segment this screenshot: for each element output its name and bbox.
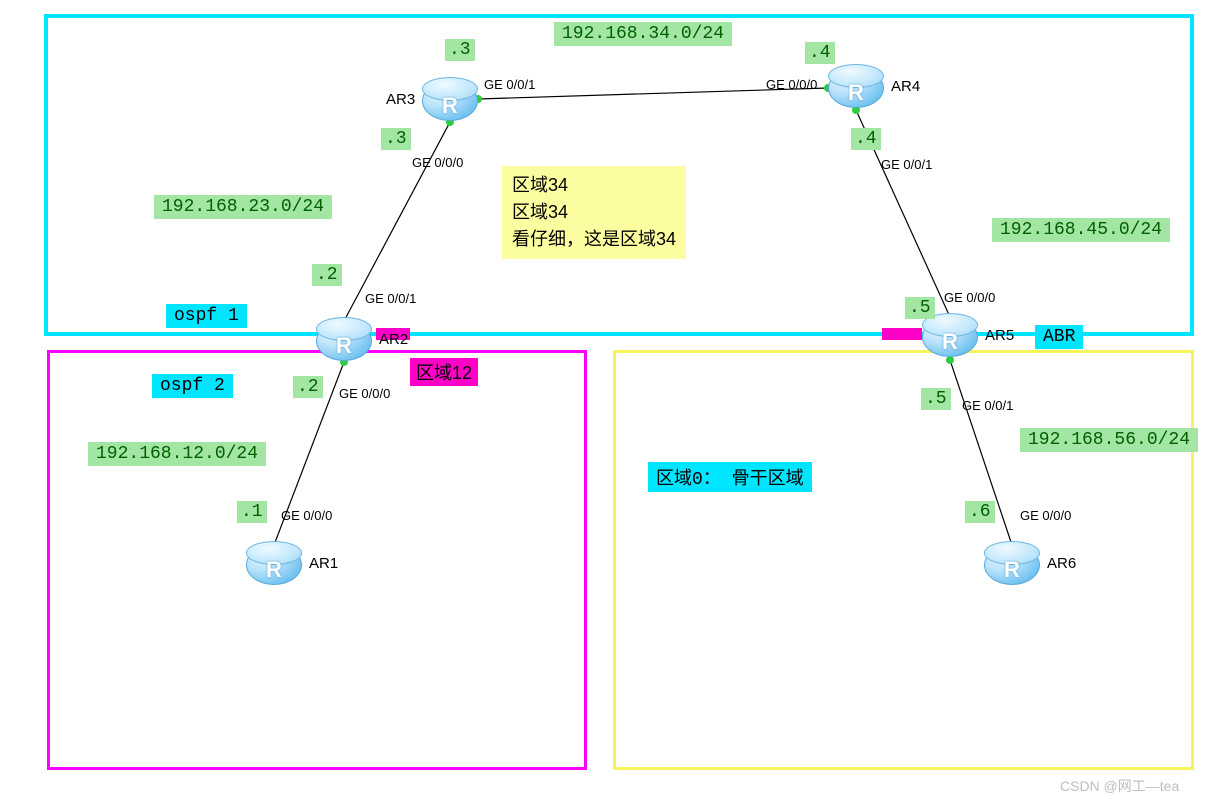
router-ar5[interactable]: R bbox=[922, 313, 978, 361]
abr-marker bbox=[882, 328, 922, 340]
host-octet: .6 bbox=[965, 501, 995, 523]
host-octet: .2 bbox=[293, 376, 323, 398]
interface-label: GE 0/0/0 bbox=[766, 77, 817, 92]
watermark: CSDN @网工—tea bbox=[1060, 776, 1179, 796]
router-icon: R bbox=[422, 93, 478, 119]
subnet-label: 192.168.34.0/24 bbox=[554, 22, 732, 46]
interface-label: GE 0/0/0 bbox=[281, 508, 332, 523]
router-icon: R bbox=[922, 329, 978, 355]
router-ar2[interactable]: R bbox=[316, 317, 372, 365]
subnet-label: 192.168.23.0/24 bbox=[154, 195, 332, 219]
area34-note: 区域34 区域34 看仔细，这是区域34 bbox=[502, 166, 686, 259]
host-octet: .1 bbox=[237, 501, 267, 523]
interface-label: GE 0/0/1 bbox=[365, 291, 416, 306]
router-label-ar5: AR5 bbox=[985, 327, 1014, 344]
router-icon: R bbox=[984, 557, 1040, 583]
router-ar3[interactable]: R bbox=[422, 77, 478, 125]
router-label-ar1: AR1 bbox=[309, 555, 338, 572]
subnet-label: 192.168.12.0/24 bbox=[88, 442, 266, 466]
interface-label: GE 0/0/1 bbox=[484, 77, 535, 92]
interface-label: GE 0/0/0 bbox=[944, 290, 995, 305]
router-label-ar2: AR2 bbox=[379, 331, 408, 348]
router-ar4[interactable]: R bbox=[828, 64, 884, 112]
router-label-ar4: AR4 bbox=[891, 78, 920, 95]
host-octet: .4 bbox=[805, 42, 835, 64]
host-octet: .3 bbox=[381, 128, 411, 150]
router-icon: R bbox=[316, 333, 372, 359]
host-octet: .3 bbox=[445, 39, 475, 61]
router-ar1[interactable]: R bbox=[246, 541, 302, 589]
diagram-stage: R AR1 R AR2 R AR3 R AR4 R AR5 R AR6 192.168.34.0/24 1… bbox=[0, 0, 1213, 799]
router-label-ar6: AR6 bbox=[1047, 555, 1076, 572]
interface-label: GE 0/0/0 bbox=[412, 155, 463, 170]
cyan-label: ABR bbox=[1035, 325, 1083, 349]
area-box-area0 bbox=[613, 350, 1194, 770]
router-icon: R bbox=[246, 557, 302, 583]
interface-label: GE 0/0/0 bbox=[339, 386, 390, 401]
interface-label: GE 0/0/0 bbox=[1020, 508, 1071, 523]
interface-label: GE 0/0/1 bbox=[881, 157, 932, 172]
host-octet: .2 bbox=[312, 264, 342, 286]
host-octet: .5 bbox=[905, 297, 935, 319]
router-ar6[interactable]: R bbox=[984, 541, 1040, 589]
subnet-label: 192.168.45.0/24 bbox=[992, 218, 1170, 242]
cyan-label: ospf 1 bbox=[166, 304, 247, 328]
router-label-ar3: AR3 bbox=[386, 91, 415, 108]
subnet-label: 192.168.56.0/24 bbox=[1020, 428, 1198, 452]
router-icon: R bbox=[828, 80, 884, 106]
host-octet: .5 bbox=[921, 388, 951, 410]
interface-label: GE 0/0/1 bbox=[962, 398, 1013, 413]
area12-label: 区域12 bbox=[410, 358, 478, 386]
cyan-label: ospf 2 bbox=[152, 374, 233, 398]
host-octet: .4 bbox=[851, 128, 881, 150]
cyan-label: 区域0： 骨干区域 bbox=[648, 462, 812, 492]
